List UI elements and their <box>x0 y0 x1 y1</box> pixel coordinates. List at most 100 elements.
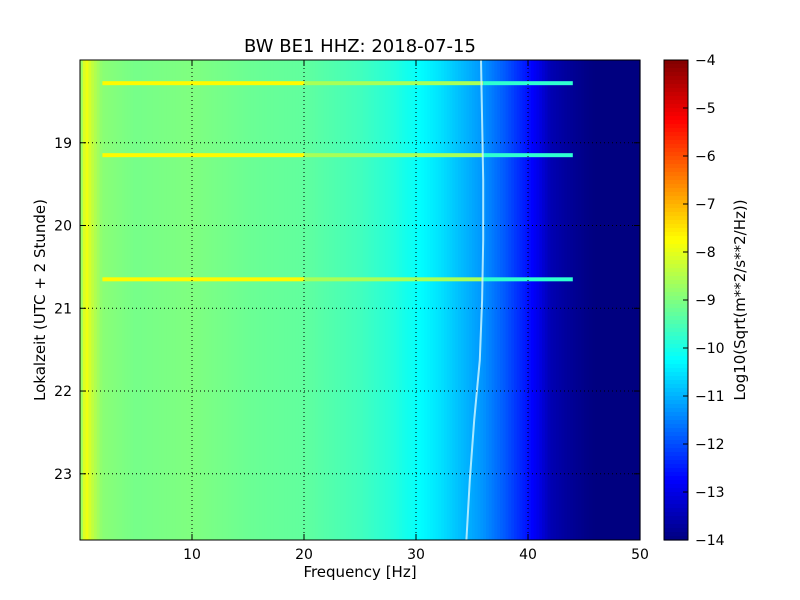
colorbar-step <box>664 516 688 521</box>
colorbar-step <box>664 360 688 365</box>
heatmap-column <box>141 60 145 540</box>
heatmap-column <box>595 60 599 540</box>
heatmap-column <box>516 60 521 540</box>
colorbar-step <box>664 320 688 325</box>
heatmap-column <box>180 60 185 540</box>
heatmap-column <box>273 60 277 540</box>
heatmap-column <box>208 60 213 540</box>
heatmap-column <box>133 60 137 540</box>
colorbar-step <box>664 84 688 89</box>
heatmap-column <box>85 60 89 540</box>
heatmap-column <box>351 60 355 540</box>
heatmap-column <box>236 60 241 540</box>
x-axis-ticks: 10 20 30 40 50 <box>183 60 649 563</box>
colorbar-label: Log10(Sqrt(m**2/s**2/Hz)) <box>731 199 749 400</box>
y-tick-label: 23 <box>54 467 72 483</box>
colorbar-step <box>664 60 688 65</box>
heatmap-column <box>340 60 344 540</box>
colorbar-step <box>664 356 688 361</box>
heatmap-column <box>337 60 341 540</box>
grid-lines <box>80 60 640 540</box>
colorbar-step <box>664 336 688 341</box>
y-tick-label: 19 <box>54 136 72 152</box>
heatmap-column <box>390 60 395 540</box>
heatmap-column <box>505 60 509 540</box>
heatmap-column <box>166 60 171 540</box>
heatmap-column <box>239 60 243 540</box>
heatmap-column <box>558 60 563 540</box>
colorbar-step <box>664 280 688 285</box>
colorbar-step <box>664 396 688 401</box>
heatmap-column <box>116 60 120 540</box>
heatmap-column <box>259 60 263 540</box>
colorbar-step <box>664 132 688 137</box>
heatmap-column <box>315 60 319 540</box>
heatmap-column <box>494 60 498 540</box>
colorbar-step <box>664 408 688 413</box>
colorbar-step <box>664 140 688 145</box>
colorbar-step <box>664 372 688 377</box>
colorbar-tick-label: −11 <box>695 389 725 405</box>
colorbar-step <box>664 200 688 205</box>
colorbar-step <box>664 124 688 129</box>
heatmap-column <box>444 60 448 540</box>
heatmap-column <box>455 60 459 540</box>
x-axis-label: Frequency [Hz] <box>303 563 416 581</box>
heatmap-column <box>318 60 322 540</box>
colorbar-tick-label: −8 <box>695 245 716 261</box>
y-tick-label: 21 <box>54 301 72 317</box>
x-tick-label: 20 <box>295 547 313 563</box>
colorbar-step <box>664 496 688 501</box>
heatmap-column <box>446 60 451 540</box>
heatmap-column <box>511 60 515 540</box>
colorbar-step <box>664 512 688 517</box>
heatmap-column <box>553 60 557 540</box>
colorbar-tick-label: −12 <box>695 437 725 453</box>
heatmap-column <box>348 60 353 540</box>
heatmap-column <box>609 60 613 540</box>
colorbar-step <box>664 180 688 185</box>
heatmap-column <box>332 60 336 540</box>
bright-band <box>102 153 305 158</box>
heatmap-column <box>183 60 187 540</box>
heatmap-column <box>626 60 630 540</box>
heatmap-column <box>365 60 369 540</box>
heatmap-column <box>343 60 347 540</box>
heatmap-column <box>256 60 260 540</box>
colorbar-gradient <box>664 60 688 541</box>
heatmap-column <box>402 60 406 540</box>
heatmap-column <box>544 60 549 540</box>
heatmap-column <box>547 60 551 540</box>
heatmap-column <box>242 60 246 540</box>
heatmap-column <box>449 60 453 540</box>
heatmap-column <box>463 60 467 540</box>
colorbar-step <box>664 176 688 181</box>
colorbar-step <box>664 76 688 81</box>
heatmap-column <box>466 60 470 540</box>
heatmap-column <box>94 60 98 540</box>
colorbar-step <box>664 348 688 353</box>
heatmap-column <box>539 60 543 540</box>
colorbar-step <box>664 428 688 433</box>
colorbar-step <box>664 156 688 161</box>
heatmap-column <box>388 60 392 540</box>
heatmap-column <box>147 60 151 540</box>
colorbar-step <box>664 380 688 385</box>
heatmap-column <box>175 60 179 540</box>
y-tick-label: 20 <box>54 219 72 235</box>
heatmap-column <box>525 60 529 540</box>
heatmap-bands <box>102 81 573 282</box>
heatmap-column <box>88 60 92 540</box>
heatmap-column <box>301 60 305 540</box>
heatmap-column <box>584 60 588 540</box>
heatmap-column <box>108 60 112 540</box>
heatmap-column <box>362 60 367 540</box>
heatmap-column <box>192 60 196 540</box>
heatmap-column <box>533 60 537 540</box>
heatmap-column <box>488 60 493 540</box>
colorbar-step <box>664 260 688 265</box>
colorbar-step <box>664 152 688 157</box>
colorbar-step <box>664 328 688 333</box>
heatmap-column <box>497 60 501 540</box>
